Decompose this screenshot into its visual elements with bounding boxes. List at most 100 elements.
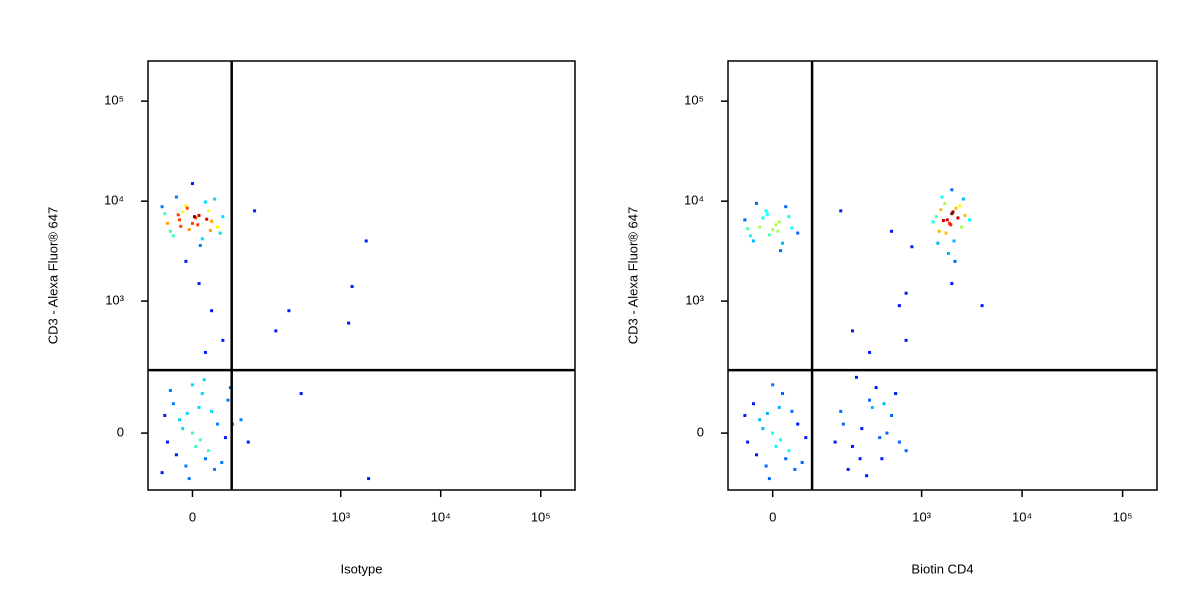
event-dot bbox=[868, 398, 872, 402]
event-dot bbox=[213, 197, 217, 201]
x-tick-label: 10⁵ bbox=[1113, 509, 1133, 524]
event-dot bbox=[197, 282, 201, 286]
event-dot bbox=[952, 239, 956, 243]
event-dot bbox=[771, 383, 775, 387]
event-dot bbox=[364, 239, 368, 243]
x-tick-label: 10⁴ bbox=[1012, 509, 1032, 524]
event-dot bbox=[945, 218, 949, 222]
x-tick-label: 10³ bbox=[331, 509, 350, 524]
event-dot bbox=[190, 431, 194, 435]
event-dot bbox=[751, 239, 755, 243]
event-dot bbox=[218, 231, 222, 235]
event-dot bbox=[950, 188, 954, 192]
event-dot bbox=[187, 477, 191, 481]
event-dot bbox=[885, 431, 889, 435]
event-dot bbox=[163, 212, 167, 216]
x-tick-label: 0 bbox=[769, 509, 776, 524]
event-dot bbox=[943, 201, 947, 205]
event-dot bbox=[184, 204, 188, 208]
event-dot bbox=[367, 477, 371, 481]
event-dot bbox=[944, 231, 948, 235]
y-tick-label: 10⁴ bbox=[684, 193, 704, 208]
event-dot bbox=[203, 200, 207, 204]
event-dot bbox=[931, 220, 935, 224]
event-dot bbox=[210, 219, 214, 223]
event-dot bbox=[960, 225, 964, 229]
event-dot bbox=[968, 218, 972, 222]
x-tick-label: 10⁴ bbox=[431, 509, 451, 524]
event-dot bbox=[846, 467, 850, 471]
event-dot bbox=[160, 471, 164, 475]
event-dot bbox=[758, 225, 762, 229]
event-dot bbox=[181, 427, 185, 431]
event-dot bbox=[178, 418, 182, 422]
event-dot bbox=[215, 422, 219, 426]
event-dot bbox=[910, 245, 914, 249]
event-dot bbox=[958, 204, 962, 208]
event-dot bbox=[190, 221, 194, 225]
event-dot bbox=[941, 219, 945, 223]
event-dot bbox=[751, 402, 755, 406]
y-tick-label: 0 bbox=[117, 425, 124, 440]
event-dot bbox=[774, 223, 778, 227]
event-dot bbox=[160, 205, 164, 209]
event-dot bbox=[764, 209, 768, 213]
y-tick-label: 10³ bbox=[105, 293, 124, 308]
event-dot bbox=[228, 386, 232, 390]
event-dot bbox=[890, 413, 894, 417]
event-dot bbox=[185, 206, 189, 210]
event-dot bbox=[350, 285, 354, 289]
event-dot bbox=[200, 392, 204, 396]
event-dot bbox=[897, 304, 901, 308]
event-dot bbox=[203, 457, 207, 461]
event-dot bbox=[187, 228, 191, 232]
y-tick-label: 10⁴ bbox=[104, 193, 124, 208]
event-dot bbox=[274, 329, 278, 333]
event-dot bbox=[171, 402, 175, 406]
event-dot bbox=[781, 392, 785, 396]
x-tick-label: 0 bbox=[189, 509, 196, 524]
event-dot bbox=[793, 467, 797, 471]
event-dot bbox=[207, 449, 211, 453]
event-dot bbox=[804, 436, 808, 440]
event-dot bbox=[767, 233, 771, 237]
event-dot bbox=[198, 438, 202, 442]
event-dot bbox=[299, 392, 303, 396]
event-dot bbox=[950, 212, 954, 216]
event-dot bbox=[743, 218, 747, 222]
event-dot bbox=[854, 375, 858, 379]
event-dot bbox=[746, 227, 750, 231]
event-dot bbox=[226, 398, 230, 402]
event-dot bbox=[934, 215, 938, 219]
event-dot bbox=[210, 309, 214, 313]
y-axis-label: CD3 - Alexa Fluor® 647 bbox=[45, 207, 60, 344]
event-dot bbox=[946, 251, 950, 255]
y-axis-label: CD3 - Alexa Fluor® 647 bbox=[625, 207, 640, 344]
event-dot bbox=[197, 405, 201, 409]
event-dot bbox=[749, 234, 753, 238]
event-dot bbox=[963, 213, 967, 217]
event-dot bbox=[213, 467, 217, 471]
event-dot bbox=[221, 215, 225, 219]
event-dot bbox=[980, 304, 984, 308]
event-dot bbox=[765, 411, 769, 415]
event-dot bbox=[839, 209, 843, 213]
event-dot bbox=[755, 201, 759, 205]
event-dot bbox=[767, 477, 771, 481]
event-dot bbox=[203, 350, 207, 354]
event-dot bbox=[181, 210, 185, 214]
plot-frame bbox=[727, 60, 1158, 491]
flow-plot: 0 10³ 10⁴ 10⁵ 0 10³ 10⁴ 10⁵ Isotype CD3 - Alexa F… bbox=[45, 60, 576, 576]
event-dot bbox=[940, 195, 944, 199]
event-dot bbox=[190, 383, 194, 387]
event-dot bbox=[937, 229, 941, 233]
plot-frame bbox=[147, 60, 576, 491]
event-dot bbox=[185, 411, 189, 415]
event-dot bbox=[176, 213, 180, 217]
event-dot bbox=[220, 460, 224, 464]
x-axis-label: Isotype bbox=[341, 561, 383, 576]
event-dot bbox=[868, 350, 872, 354]
event-dot bbox=[954, 206, 958, 210]
event-dot bbox=[956, 216, 960, 220]
event-dot bbox=[790, 226, 794, 230]
